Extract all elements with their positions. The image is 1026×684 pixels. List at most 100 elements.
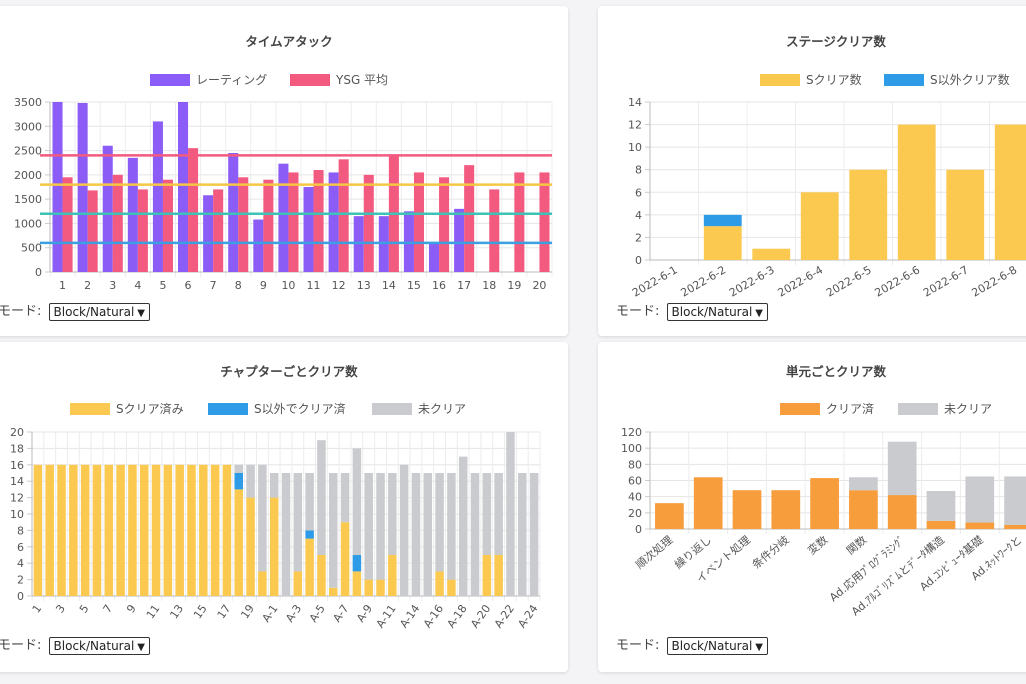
bar-segment bbox=[163, 464, 173, 596]
x-tick-label: 5 bbox=[159, 279, 166, 292]
mode-select[interactable]: Block/Natural ▼ bbox=[48, 302, 150, 321]
x-tick-label: 16 bbox=[432, 279, 446, 292]
chevron-down-icon: ▼ bbox=[755, 641, 763, 653]
x-tick-label: A-18 bbox=[445, 602, 470, 630]
chart-title: 単元ごとクリア数 bbox=[786, 364, 887, 379]
mode-select[interactable]: Block/Natural ▼ bbox=[666, 636, 768, 655]
bar-segment bbox=[151, 464, 161, 596]
bar-segment bbox=[529, 473, 539, 596]
bar-segment bbox=[305, 538, 314, 596]
legend-swatch bbox=[208, 403, 248, 415]
bar-segment bbox=[340, 473, 350, 523]
bar-segment bbox=[411, 473, 421, 596]
mode-control: モード: Block/Natural ▼ bbox=[0, 634, 150, 655]
bar-segment bbox=[849, 490, 878, 529]
bar-segment bbox=[494, 555, 503, 596]
bar-segment bbox=[376, 473, 385, 580]
legend-label: 未クリア bbox=[418, 402, 466, 416]
bar-segment bbox=[771, 490, 801, 529]
bar-segment bbox=[293, 571, 303, 596]
bar-segment bbox=[849, 169, 888, 260]
y-tick-label: 8 bbox=[635, 164, 642, 177]
bar-segment bbox=[364, 579, 373, 596]
y-tick-label: 120 bbox=[621, 426, 642, 439]
bar-segment bbox=[364, 473, 373, 580]
legend-label: 未クリア bbox=[944, 402, 992, 416]
chart-card-stage-clear: ステージクリア数 Sクリア数 S以外クリア数 0 2 4 6 8 10 12 14 2022-6-1 2… bbox=[598, 6, 1026, 336]
legend-swatch bbox=[372, 403, 412, 415]
x-tick-label: 19 bbox=[238, 602, 257, 621]
bar-segment bbox=[139, 464, 149, 596]
bar bbox=[102, 145, 113, 272]
bar-segment bbox=[1004, 524, 1026, 529]
x-tick-label: 17 bbox=[215, 602, 234, 621]
bar-segment bbox=[897, 124, 936, 260]
bar-segment bbox=[234, 473, 243, 490]
chart-card-unit-clear: 単元ごとクリア数 クリア済 未クリア 0 20 40 60 80 100 120 順次処理 繰り返しイ… bbox=[598, 342, 1026, 672]
chart-card-chapter-clear: チャプターごとクリア数 Sクリア済み S以外でクリア済 未クリア 0 2 4 6 8 10 12 14… bbox=[0, 342, 568, 672]
x-tick-label: 13 bbox=[167, 602, 186, 621]
bar-segment bbox=[340, 522, 350, 596]
legend-label: Sクリア済み bbox=[116, 401, 184, 416]
bar-segment bbox=[352, 555, 362, 572]
x-tick-label: A-1 bbox=[260, 602, 281, 624]
legend-label: S以外クリア数 bbox=[930, 72, 1010, 87]
x-tick-label: A-22 bbox=[492, 602, 517, 630]
y-tick-label: 0 bbox=[17, 590, 24, 603]
bar-segment bbox=[470, 473, 480, 596]
bar-segment bbox=[388, 473, 397, 555]
x-tick-label: 3 bbox=[53, 602, 68, 615]
x-tick-label: A-20 bbox=[468, 602, 493, 630]
legend-label: Sクリア数 bbox=[806, 72, 862, 87]
bar-segment bbox=[258, 464, 267, 572]
bar-segment bbox=[494, 473, 503, 555]
legend-swatch bbox=[884, 74, 924, 86]
y-tick-label: 4 bbox=[635, 209, 642, 222]
bar-segment bbox=[317, 440, 326, 555]
y-tick-label: 0 bbox=[35, 266, 42, 279]
y-tick-label: 0 bbox=[635, 523, 642, 536]
x-tick-label: 13 bbox=[357, 279, 371, 292]
x-tick-label: 7 bbox=[210, 279, 217, 292]
bar bbox=[213, 189, 224, 272]
bar-segment bbox=[175, 464, 184, 596]
bar bbox=[439, 177, 450, 272]
bar-segment bbox=[305, 530, 314, 539]
bar-segment bbox=[482, 555, 492, 596]
x-tick-label: A-5 bbox=[307, 602, 328, 624]
mode-select[interactable]: Block/Natural ▼ bbox=[666, 302, 768, 321]
x-tick-label: 2022-6-2 bbox=[679, 263, 729, 299]
bar-segment bbox=[518, 473, 527, 596]
bar-segment bbox=[258, 571, 267, 596]
y-tick-label: 4 bbox=[17, 557, 24, 570]
bar-segment bbox=[752, 248, 791, 260]
y-tick-label: 6 bbox=[17, 541, 24, 554]
bar-segment bbox=[222, 464, 232, 596]
y-tick-label: 14 bbox=[10, 475, 24, 488]
x-tick-label: 7 bbox=[101, 602, 116, 615]
y-tick-label: 14 bbox=[628, 96, 642, 109]
bar-segment bbox=[305, 473, 314, 531]
y-tick-label: 10 bbox=[10, 508, 24, 521]
bar-segment bbox=[655, 503, 684, 529]
chart-title: ステージクリア数 bbox=[786, 34, 886, 49]
x-tick-label: A-7 bbox=[330, 602, 351, 624]
bar bbox=[188, 148, 199, 272]
legend-swatch bbox=[780, 403, 820, 415]
y-tick-label: 80 bbox=[628, 458, 642, 471]
y-tick-label: 60 bbox=[628, 475, 642, 488]
y-tick-label: 18 bbox=[10, 442, 24, 455]
bar-segment bbox=[329, 587, 338, 596]
x-tick-label: 15 bbox=[407, 279, 421, 292]
bar-segment bbox=[69, 464, 78, 596]
bar-segment bbox=[92, 464, 102, 596]
y-tick-label: 3500 bbox=[14, 96, 42, 109]
y-tick-label: 20 bbox=[10, 426, 24, 439]
bar-segment bbox=[104, 464, 114, 596]
x-tick-label: 14 bbox=[382, 279, 396, 292]
chart-title: タイムアタック bbox=[245, 34, 332, 49]
mode-select[interactable]: Block/Natural ▼ bbox=[48, 636, 150, 655]
bar-segment bbox=[269, 497, 279, 596]
bar-segment bbox=[45, 464, 54, 596]
